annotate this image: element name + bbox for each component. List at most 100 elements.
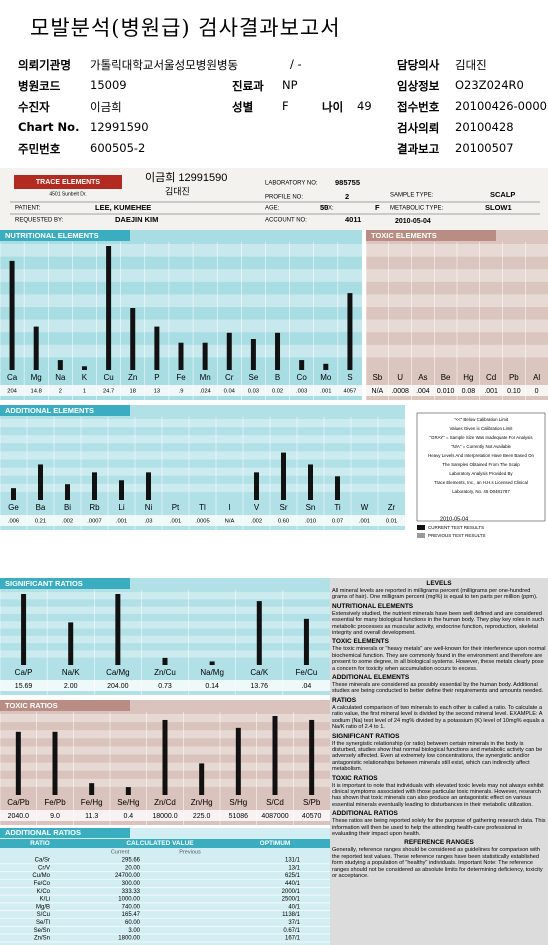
legend-box bbox=[416, 412, 546, 522]
element-value: 24.7 bbox=[103, 389, 114, 395]
chart-bg bbox=[0, 230, 362, 400]
element-value: N/A bbox=[372, 388, 384, 395]
field-value: 김대진 bbox=[455, 58, 487, 72]
chart-title-bg bbox=[0, 578, 130, 589]
current-swatch bbox=[417, 525, 425, 530]
note-text: The toxic minerals or "heavy metals" are… bbox=[332, 646, 546, 672]
element-label: Sn bbox=[306, 503, 316, 512]
note-text: It is important to note that individuals… bbox=[332, 782, 544, 808]
bar bbox=[33, 326, 39, 370]
ratio-name: K/Co bbox=[37, 889, 51, 895]
ratio-current: 3.00 bbox=[128, 928, 140, 934]
element-value: 2.00 bbox=[64, 683, 78, 690]
handwritten-name: 이금희 12991590 bbox=[145, 171, 227, 184]
note-text: A calculated comparison of two minerals … bbox=[332, 704, 545, 731]
note-heading: ADDITIONAL RATIOS bbox=[332, 810, 398, 818]
ratio-optimum: 1138/1 bbox=[282, 912, 301, 918]
lab-field-value: LEE, KUMEHEE bbox=[95, 203, 151, 212]
element-label: Rb bbox=[89, 503, 100, 512]
value-cell bbox=[36, 810, 74, 821]
element-label: Fe bbox=[176, 373, 186, 382]
value-cell bbox=[0, 385, 25, 396]
chart-stripe bbox=[0, 621, 330, 629]
ratio-name: Se/Tl bbox=[36, 920, 50, 926]
field-value: NP bbox=[282, 78, 298, 92]
element-label: S/Cd bbox=[266, 798, 284, 807]
ratio-current: 740.00 bbox=[122, 904, 141, 910]
element-value: 204.00 bbox=[107, 683, 129, 690]
element-label: Se/Hg bbox=[117, 798, 139, 807]
element-label: S/Hg bbox=[229, 798, 247, 807]
bar bbox=[281, 452, 286, 500]
field-label: 수진자 bbox=[18, 100, 50, 114]
value-cell bbox=[162, 515, 189, 526]
ratio-current: 1800.00 bbox=[118, 936, 140, 942]
note-heading: LEVELS bbox=[426, 580, 452, 587]
field-label: 의뢰기관명 bbox=[18, 58, 71, 72]
value-cell bbox=[297, 515, 324, 526]
element-label: V bbox=[254, 503, 260, 512]
element-value: 1 bbox=[83, 389, 86, 395]
element-value: .001 bbox=[320, 389, 331, 395]
element-label: Zn/Hg bbox=[191, 798, 213, 807]
value-cell bbox=[411, 385, 435, 396]
lab-report: TRACE ELEMENTS 4501 Sunbelt Dr. 이금희 129915… bbox=[0, 168, 548, 945]
ratio-optimum: 167/1 bbox=[285, 936, 301, 942]
ratio-current: 20.00 bbox=[125, 865, 141, 871]
legend-line: Trace Elements, Inc., an H.H.s Licensed … bbox=[434, 480, 528, 485]
ratio-name: Zn/Sn bbox=[34, 936, 50, 942]
lab-field-value: 2 bbox=[345, 192, 349, 201]
handwritten-doctor: 김대진 bbox=[165, 185, 190, 196]
value-cell bbox=[120, 385, 145, 396]
bar bbox=[154, 326, 160, 370]
legend-line: "GRAY" = Sample Size Was Inadequate For … bbox=[429, 435, 533, 440]
value-cell bbox=[72, 385, 97, 396]
field-value: 20100426-00005 bbox=[455, 99, 548, 113]
element-label: Cr bbox=[225, 373, 234, 382]
ratio-name: Mg/B bbox=[36, 904, 50, 910]
value-cell bbox=[73, 810, 110, 821]
value-cell bbox=[378, 515, 405, 526]
value-cell bbox=[193, 385, 218, 396]
element-value: 51086 bbox=[229, 813, 249, 820]
value-cell bbox=[502, 385, 526, 396]
chart-stripe bbox=[0, 606, 330, 614]
element-value: 4057 bbox=[343, 389, 356, 395]
element-value: .001 bbox=[170, 519, 181, 525]
element-value: 0.21 bbox=[35, 519, 46, 525]
element-value: 14.8 bbox=[31, 389, 42, 395]
field-value: O23Z024R0 bbox=[455, 78, 524, 92]
logo: TRACE ELEMENTS bbox=[36, 179, 101, 186]
value-cell bbox=[94, 680, 142, 691]
chart-title: TOXIC ELEMENTS bbox=[371, 231, 437, 240]
value-cell bbox=[47, 680, 95, 691]
bar bbox=[250, 339, 256, 370]
note-heading: RATIOS bbox=[332, 696, 357, 704]
bar bbox=[68, 622, 74, 665]
table-column: OPTIMUM bbox=[260, 840, 291, 847]
bar bbox=[65, 484, 70, 500]
lab-field-label: METABOLIC TYPE: bbox=[390, 206, 443, 212]
note-heading: REFERENCE RANGES bbox=[404, 839, 474, 847]
field-value: 15009 bbox=[90, 78, 127, 92]
field-label: 나이 bbox=[322, 100, 344, 114]
chart-stripe bbox=[0, 592, 330, 600]
element-label: As bbox=[418, 373, 427, 382]
bar bbox=[209, 661, 215, 665]
field-label: 진료과 bbox=[232, 79, 264, 93]
bar bbox=[275, 332, 281, 370]
note-heading: NUTRITIONAL ELEMENTS bbox=[332, 602, 414, 610]
element-label: Zn/Cu bbox=[154, 668, 176, 677]
legend-line: "<<" Below Calibration Limit bbox=[454, 417, 509, 422]
bar bbox=[125, 787, 131, 795]
field-value: 600505-2 bbox=[90, 141, 146, 155]
element-label: Ge bbox=[8, 503, 19, 512]
previous-swatch bbox=[417, 533, 425, 538]
element-label: Sb bbox=[372, 373, 382, 382]
element-label: S bbox=[347, 373, 352, 382]
value-cell bbox=[366, 385, 389, 396]
legend-line: "N/A" = Currently Not Available bbox=[451, 444, 512, 449]
value-cell bbox=[0, 515, 27, 526]
element-label: Mg bbox=[31, 373, 42, 382]
value-cell bbox=[324, 515, 351, 526]
